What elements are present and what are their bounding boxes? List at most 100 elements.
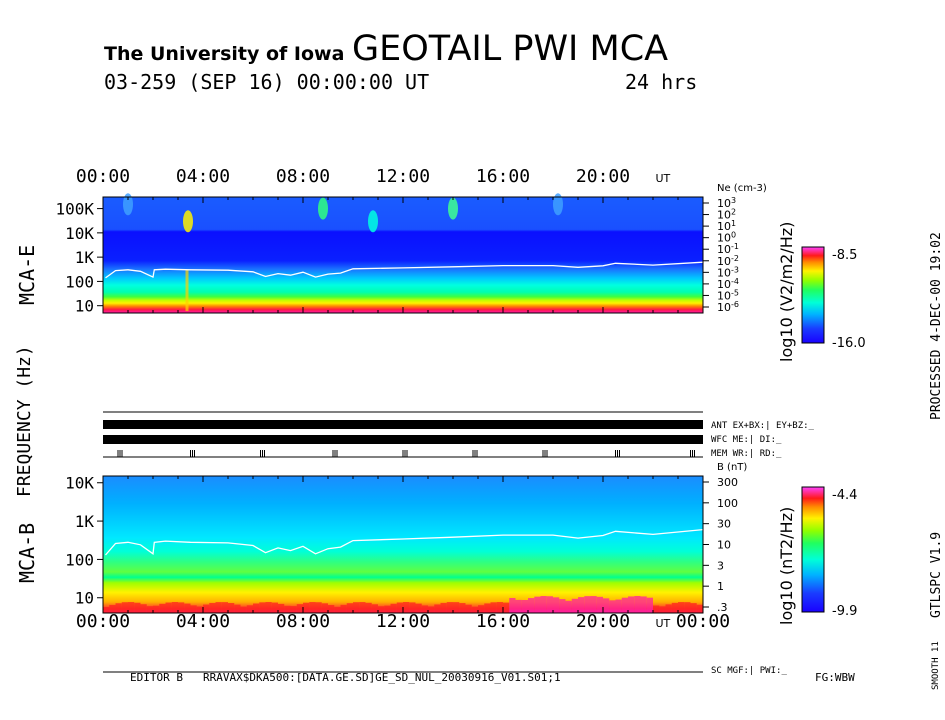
mca-b-low-freq-band [196,606,203,613]
mca-b-low-freq-band [528,598,535,613]
mca-b-low-freq-band [446,602,453,613]
mca-b-low-freq-band [459,603,466,613]
mca-b-low-freq-band [503,602,510,613]
mca-b-low-freq-band [365,602,372,613]
mca-e-right-tick-label: 101 [717,219,736,233]
mca-b-low-freq-band [134,602,141,613]
bottom-time-tick-label: 00:00 [676,611,730,632]
mca-e-emission-blob [368,210,378,233]
mca-b-low-freq-band [646,597,653,613]
mca-b-low-freq-band [303,602,310,613]
smooth-label: SMOOTH 11 [931,641,941,690]
mca-e-ylabel: MCA-E [15,245,39,305]
mca-b-low-freq-band [153,605,160,613]
mca-b-low-freq-band [609,600,616,613]
mca-b-low-freq-band [171,602,178,613]
mca-e-colorbar-min: -16.0 [832,336,866,351]
mca-b-right-tick-label: .3 [717,601,728,614]
mca-b-low-freq-band [684,602,691,613]
mca-b-low-freq-band [340,604,347,613]
mca-b-low-freq-band [234,604,241,613]
status-bars: ANT EX+BX:| EY+BZ:_ WFC ME:| DI:_ MEM WR… [103,411,815,676]
mca-e-emission-blob [318,197,328,220]
mca-e-emission-streak [185,269,189,312]
mca-b-low-freq-band [634,596,641,613]
mca-b-low-freq-band [321,603,328,613]
mca-b-low-freq-band [590,596,597,613]
mca-b-low-freq-band [471,606,478,613]
ne-axis-label: Ne (cm-3) [717,183,767,194]
top-time-unit: UT [656,172,671,185]
mca-b-right-tick-label: 100 [717,497,738,510]
mca-b-low-freq-band [103,607,110,613]
mca-b-low-freq-band [603,598,610,613]
mca-b-low-freq-band [328,605,335,613]
mca-b-low-freq-band [440,602,447,613]
chart-title: GEOTAIL PWI MCA [352,29,668,69]
mca-b-low-freq-band [521,600,528,613]
mca-b-low-freq-band [615,599,622,613]
mca-b-right-tick-label: 300 [717,476,738,489]
mca-b-low-freq-band [384,605,391,613]
mca-b-low-freq-band [121,602,128,613]
top-time-tick-label: 16:00 [476,166,530,187]
mca-b-low-freq-band [253,603,260,613]
mca-b-y-axis: 10K 1K 100 10 [65,474,103,608]
mca-b-low-freq-band [115,603,122,613]
mca-e-emission-blob [183,210,193,233]
mca-b-low-freq-band [453,602,460,613]
mca-b-low-freq-band [128,602,135,613]
mca-b-low-freq-band [359,602,366,613]
mca-b-low-freq-band [209,602,216,613]
mca-b-right-tick-label: 1 [717,580,724,593]
sc-status-label: SC MGF:| PWI:_ [711,666,787,676]
bottom-time-axis: 00:00 04:00 08:00 12:00 16:00 20:00 00:00 UT [76,611,730,632]
mca-b-low-freq-band [165,602,172,613]
mca-e-ytick-label: 100K [55,200,94,219]
mca-b-low-freq-band [215,602,222,613]
mca-b-low-freq-band [515,599,522,613]
mca-b-spectrogram-background [103,476,703,613]
mca-b-low-freq-band [553,597,560,613]
mca-e-x-ticks [102,197,704,313]
top-time-tick-label: 08:00 [276,166,330,187]
mca-b-b-axis: 300 100 30 10 3 1 .3 [703,476,738,614]
bottom-time-unit: UT [656,617,671,630]
mca-b-low-freq-band [309,602,316,613]
mca-b-low-freq-band [265,602,272,613]
mca-b-low-freq-band [190,605,197,613]
mca-b-low-freq-band [540,596,547,613]
mca-b-low-freq-band [509,597,516,613]
mca-b-low-freq-band [534,596,541,613]
mca-b-low-freq-band [146,606,153,613]
bottom-time-tick-label: 12:00 [376,611,430,632]
mca-b-colorbar-min: -9.9 [832,604,857,619]
mca-b-ytick-label: 10 [75,589,94,608]
mca-b-right-tick-label: 30 [717,518,731,531]
mca-b-low-freq-band [484,603,491,613]
mca-b-low-freq-band [353,602,360,613]
mca-b-low-freq-band [390,603,397,613]
duration-label: 24 hrs [625,70,697,94]
mca-b-low-freq-band [159,603,166,613]
top-time-tick-label: 04:00 [176,166,230,187]
mca-e-right-tick-label: 10-5 [717,288,739,302]
mca-b-colorbar-fill [801,486,825,613]
mca-b-low-freq-band [621,597,628,613]
mca-b-low-freq-band [315,602,322,613]
mca-b-low-freq-band [421,605,428,613]
top-time-tick-label: 12:00 [376,166,430,187]
mca-e-colorbar: -8.5 -16.0 log10 (V2/m2/Hz) [777,222,866,362]
mca-b-low-freq-band [228,603,235,613]
mca-b-low-freq-band [284,605,291,613]
date-line: 03-259 (SEP 16) 00:00:00 UT [104,70,429,94]
mca-b-low-freq-band [403,602,410,613]
mca-b-low-freq-band [496,602,503,613]
top-time-tick-label: 00:00 [76,166,130,187]
mca-b-low-freq-band [109,604,116,613]
mca-e-density-trace [105,261,704,279]
mca-b-ytick-label: 100 [65,550,94,569]
mca-b-right-tick-label: 10 [717,539,731,552]
